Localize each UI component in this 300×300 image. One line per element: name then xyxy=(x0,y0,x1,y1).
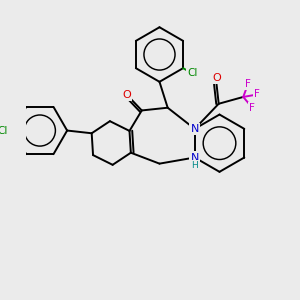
Text: Cl: Cl xyxy=(0,125,8,136)
Text: O: O xyxy=(212,73,221,83)
Text: F: F xyxy=(254,89,260,100)
Text: Cl: Cl xyxy=(187,68,197,78)
Text: N: N xyxy=(190,124,199,134)
Text: F: F xyxy=(245,79,251,88)
Text: F: F xyxy=(249,103,255,113)
Text: N: N xyxy=(190,152,199,163)
Text: H: H xyxy=(191,160,198,169)
Text: O: O xyxy=(122,90,131,100)
